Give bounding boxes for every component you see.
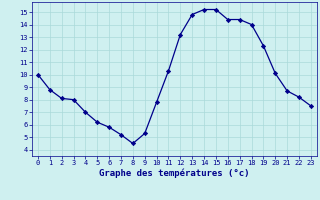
X-axis label: Graphe des températures (°c): Graphe des températures (°c)	[99, 169, 250, 178]
